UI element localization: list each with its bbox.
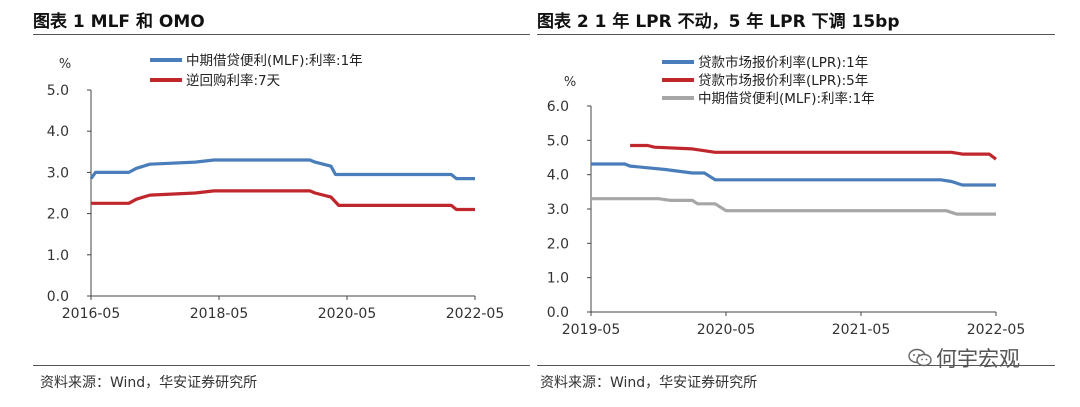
legend-label-1: 贷款市场报价利率(LPR):1年 — [698, 54, 868, 71]
x-tick-label: 2016-05 — [62, 306, 121, 322]
x-tick-label: 2021-05 — [832, 322, 891, 338]
y-tick-label: 5.0 — [47, 83, 69, 99]
series-line-1 — [89, 158, 475, 181]
wechat-icon — [908, 348, 932, 373]
left-chart: 0.0 1.0 2.0 3.0 4.0 5.0% 2016-05 2018-05 2020-05… — [47, 52, 505, 322]
series-line-3 — [591, 197, 996, 216]
right-title-rule — [537, 34, 1055, 35]
y-tick-label: 4.0 — [547, 168, 569, 184]
y-tick-label: 2.0 — [47, 207, 69, 223]
left-source-note: 资料来源：Wind，华安证券研究所 — [40, 375, 258, 391]
y-tick-label: 2.0 — [547, 236, 569, 252]
y-tick-label: 3.0 — [47, 165, 69, 181]
right-source-rule — [537, 365, 1055, 366]
watermark: 何宇宏观 — [908, 343, 1020, 373]
y-tick-label: 0.0 — [547, 305, 569, 321]
y-tick-label: 6.0 — [547, 99, 569, 115]
y-tick-label: 4.0 — [47, 124, 69, 140]
series-line-1 — [591, 162, 996, 187]
x-tick-label: 2019-05 — [562, 322, 621, 338]
x-tick-label: 2020-05 — [697, 322, 756, 338]
y-tick-label: 3.0 — [547, 202, 569, 218]
y-axis-unit-label: % — [564, 75, 576, 90]
x-tick-label: 2018-05 — [190, 306, 249, 322]
series-line-2 — [630, 143, 997, 161]
legend-label-2: 逆回购利率:7天 — [186, 72, 281, 89]
y-tick-label: 1.0 — [547, 271, 569, 287]
right-source-note: 资料来源：Wind，华安证券研究所 — [540, 375, 758, 391]
watermark-text: 何宇宏观 — [936, 347, 1020, 371]
y-tick-label: 0.0 — [47, 289, 69, 305]
legend-label-1: 中期借贷便利(MLF):利率:1年 — [186, 52, 363, 69]
y-tick-label: 5.0 — [547, 133, 569, 149]
y-tick-label: 1.0 — [47, 248, 69, 264]
legend-label-3: 中期借贷便利(MLF):利率:1年 — [698, 90, 875, 107]
x-tick-label: 2022-05 — [446, 306, 505, 322]
legend-label-2: 贷款市场报价利率(LPR):5年 — [698, 72, 868, 89]
left-title-rule — [33, 34, 530, 35]
series-line-2 — [91, 189, 475, 212]
y-axis-unit-label: % — [59, 57, 71, 72]
left-source-rule — [33, 365, 530, 366]
right-chart: 0.0 1.0 2.0 3.0 4.0 5.0 6.0% 2019-05 2020-05 2021… — [547, 54, 1026, 338]
x-tick-label: 2022-05 — [967, 322, 1026, 338]
x-tick-label: 2020-05 — [318, 306, 377, 322]
right-chart-title: 图表 2 1 年 LPR 不动，5 年 LPR 下调 15bp — [537, 12, 900, 32]
left-chart-title: 图表 1 MLF 和 OMO — [33, 12, 205, 32]
